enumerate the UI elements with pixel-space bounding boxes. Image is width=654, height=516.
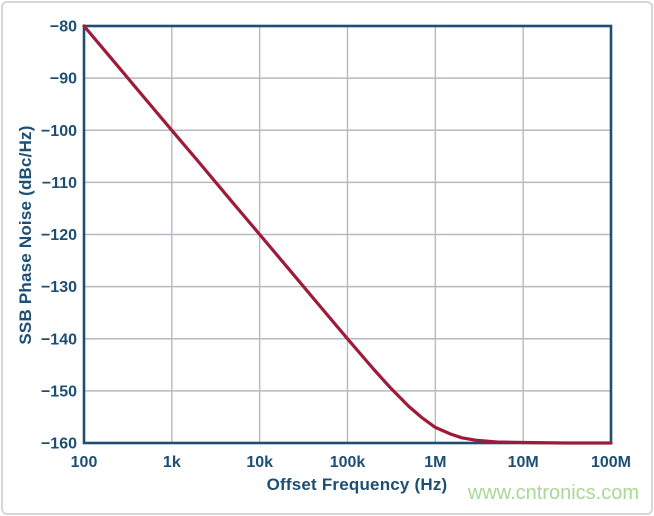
- x-tick-label: 100M: [591, 454, 631, 471]
- y-tick-label: −120: [41, 227, 77, 244]
- x-tick-label: 10k: [246, 454, 273, 471]
- y-tick-label: −130: [41, 279, 77, 296]
- y-tick-label: −80: [50, 19, 77, 36]
- x-tick-label: 100: [71, 454, 98, 471]
- x-axis-title: Offset Frequency (Hz): [266, 475, 448, 494]
- plot-frame: [82, 24, 613, 445]
- x-tick-label: 1M: [424, 454, 446, 471]
- y-tick-label: −110: [42, 175, 77, 192]
- watermark-text: www.cntronics.com: [467, 482, 639, 504]
- y-tick-label: −90: [50, 71, 77, 88]
- phase-noise-curve: [82, 24, 613, 445]
- x-tick-label: 10M: [508, 454, 539, 471]
- y-axis-title: SSB Phase Noise (dBc/Hz): [16, 125, 35, 345]
- y-tick-label: −140: [41, 331, 77, 348]
- x-tick-label: 1k: [163, 454, 181, 471]
- y-tick-label: −150: [41, 383, 77, 400]
- x-tick-label: 100k: [330, 454, 366, 471]
- y-tick-label: −160: [41, 436, 77, 453]
- y-tick-label: −100: [41, 123, 77, 140]
